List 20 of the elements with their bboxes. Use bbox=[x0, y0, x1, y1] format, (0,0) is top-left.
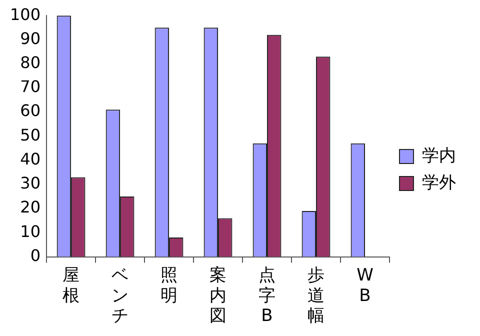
x-tick-label: 歩道幅 bbox=[308, 265, 325, 326]
y-tick-label: 0 bbox=[30, 246, 41, 265]
y-tick-label: 90 bbox=[20, 28, 41, 48]
x-tick-label: WB bbox=[356, 265, 374, 306]
y-tick-label: 60 bbox=[20, 101, 41, 120]
x-tick-label: 照明 bbox=[160, 265, 178, 306]
y-tick-label: 40 bbox=[20, 149, 41, 168]
x-tick-label: 点字B bbox=[258, 265, 276, 326]
y-tick-label: 80 bbox=[20, 52, 41, 72]
y-tick-label: 100 bbox=[10, 4, 41, 24]
x-tick-label: 屋根 bbox=[62, 265, 80, 306]
y-tick-label: 50 bbox=[20, 125, 41, 144]
y-tick-label: 10 bbox=[20, 222, 41, 241]
y-tick-label: 20 bbox=[20, 198, 41, 217]
y-tick-label: 70 bbox=[20, 77, 41, 96]
x-tick-label: ベンチ bbox=[112, 265, 129, 326]
y-tick-label: 30 bbox=[20, 174, 41, 193]
legend-label: 学外 bbox=[422, 172, 456, 193]
x-tick-label: 案内図 bbox=[210, 265, 227, 326]
legend-label: 学内 bbox=[422, 146, 456, 166]
